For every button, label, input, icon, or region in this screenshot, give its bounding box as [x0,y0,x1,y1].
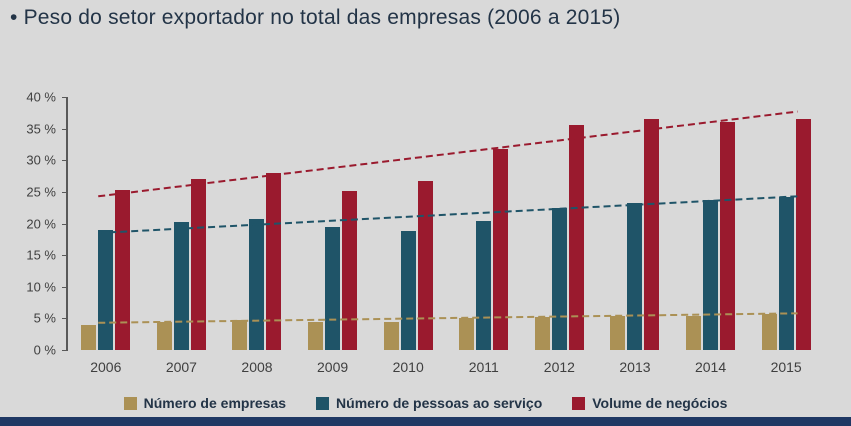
legend-swatch [316,396,330,410]
year-group: 2006 [68,97,144,375]
bar [190,179,206,350]
bar [778,196,794,350]
y-tick-label: 30 % [26,152,56,168]
y-tick-label: 40 % [26,89,56,105]
bar [173,222,189,350]
y-tick-label: 25 % [26,184,56,200]
bar [342,190,358,350]
bar [98,229,114,350]
bar [81,324,97,350]
year-group: 2013 [597,97,673,375]
y-tick-mark [62,160,68,162]
bar [232,320,248,350]
legend-item: Volume de negócios [572,395,727,411]
x-axis-label: 2010 [392,359,424,375]
y-tick-mark [62,350,68,351]
y-tick-label: 35 % [26,121,56,137]
year-group: 2015 [748,97,824,375]
legend-label: Número de empresas [143,395,287,411]
bar [417,180,433,350]
bar [644,119,660,350]
bar [493,148,509,350]
year-group: 2010 [370,97,446,375]
year-group: 2008 [219,97,295,375]
x-axis-label: 2015 [770,359,802,375]
y-tick-mark [62,128,68,130]
bar [476,220,492,350]
y-tick-label: 20 % [26,216,56,231]
y-tick-mark [62,97,68,98]
bar [308,321,324,350]
y-tick-mark [62,255,68,257]
x-axis-label: 2007 [165,359,197,375]
bar [115,189,131,350]
y-tick-mark [62,191,68,193]
legend-item: Número de empresas [123,395,287,411]
x-axis-label: 2013 [619,359,651,375]
bar [610,315,626,350]
legend-swatch [123,396,137,410]
legend-swatch [572,396,586,410]
y-tick-label: 10 % [26,279,56,295]
year-group: 2007 [144,97,220,375]
year-group: 2014 [673,97,749,375]
x-axis-label: 2011 [468,359,499,375]
bar [325,226,341,350]
bar [761,313,777,350]
y-tick-mark [62,286,68,288]
y-tick-label: 15 % [26,247,56,263]
legend-label: Volume de negócios [592,395,728,411]
bar [534,317,550,350]
bar [795,119,811,350]
bar [156,322,172,350]
x-axis-label: 2012 [543,359,575,375]
y-tick-label: 0 % [33,342,56,358]
y-tick-label: 5 % [33,310,56,326]
bar [266,172,282,350]
x-axis-label: 2008 [241,359,273,375]
bar [459,318,475,350]
y-tick-mark [62,223,68,225]
page-title: • Peso do setor exportador no total das … [10,6,621,29]
bar [568,125,584,350]
x-axis-label: 2014 [694,359,727,375]
bar [703,200,719,350]
bar [627,203,643,350]
year-group: 2009 [295,97,371,375]
plot-area: 2006 2007 2008 2009 2010 2011 2012 2013 2014 2015… [26,90,824,375]
x-axis-label: 2009 [317,359,349,375]
year-group: 2011 [446,97,522,375]
bar [686,315,702,350]
footer-bar [0,417,851,426]
bar [551,208,567,350]
legend-label: Número de pessoas ao serviço [336,395,543,411]
bar [249,219,265,350]
y-tick-mark [62,318,68,320]
x-axis-label: 2006 [90,359,122,375]
bar-groups: 2006 2007 2008 2009 2010 2011 2012 2013 2014 2015 [68,97,824,375]
legend-item: Número de pessoas ao serviço [316,395,542,411]
bar [400,231,416,350]
year-group: 2012 [522,97,598,375]
bar [720,122,736,350]
bar [383,321,399,350]
legend: Número de empresas Número de pessoas ao s… [0,395,851,411]
